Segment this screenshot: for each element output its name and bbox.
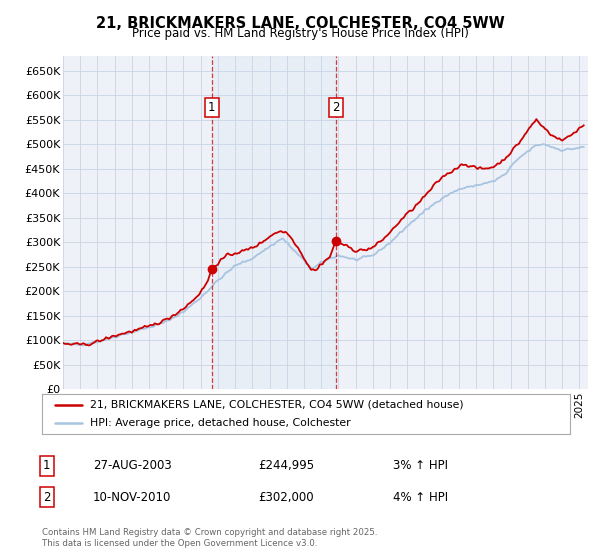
Text: 21, BRICKMAKERS LANE, COLCHESTER, CO4 5WW: 21, BRICKMAKERS LANE, COLCHESTER, CO4 5W…	[95, 16, 505, 31]
Text: HPI: Average price, detached house, Colchester: HPI: Average price, detached house, Colc…	[89, 418, 350, 428]
Text: 2: 2	[332, 101, 340, 114]
Bar	[212, 56, 336, 389]
Text: Contains HM Land Registry data © Crown copyright and database right 2025.
This d: Contains HM Land Registry data © Crown c…	[42, 528, 377, 548]
Text: 1: 1	[43, 459, 50, 473]
Text: 2: 2	[43, 491, 50, 504]
Text: 27-AUG-2003: 27-AUG-2003	[93, 459, 172, 473]
Text: Price paid vs. HM Land Registry's House Price Index (HPI): Price paid vs. HM Land Registry's House …	[131, 27, 469, 40]
Text: 1: 1	[208, 101, 215, 114]
Text: 3% ↑ HPI: 3% ↑ HPI	[393, 459, 448, 473]
Text: 4% ↑ HPI: 4% ↑ HPI	[393, 491, 448, 504]
Text: £302,000: £302,000	[258, 491, 314, 504]
Text: £244,995: £244,995	[258, 459, 314, 473]
Text: 21, BRICKMAKERS LANE, COLCHESTER, CO4 5WW (detached house): 21, BRICKMAKERS LANE, COLCHESTER, CO4 5W…	[89, 400, 463, 409]
Text: 10-NOV-2010: 10-NOV-2010	[93, 491, 172, 504]
